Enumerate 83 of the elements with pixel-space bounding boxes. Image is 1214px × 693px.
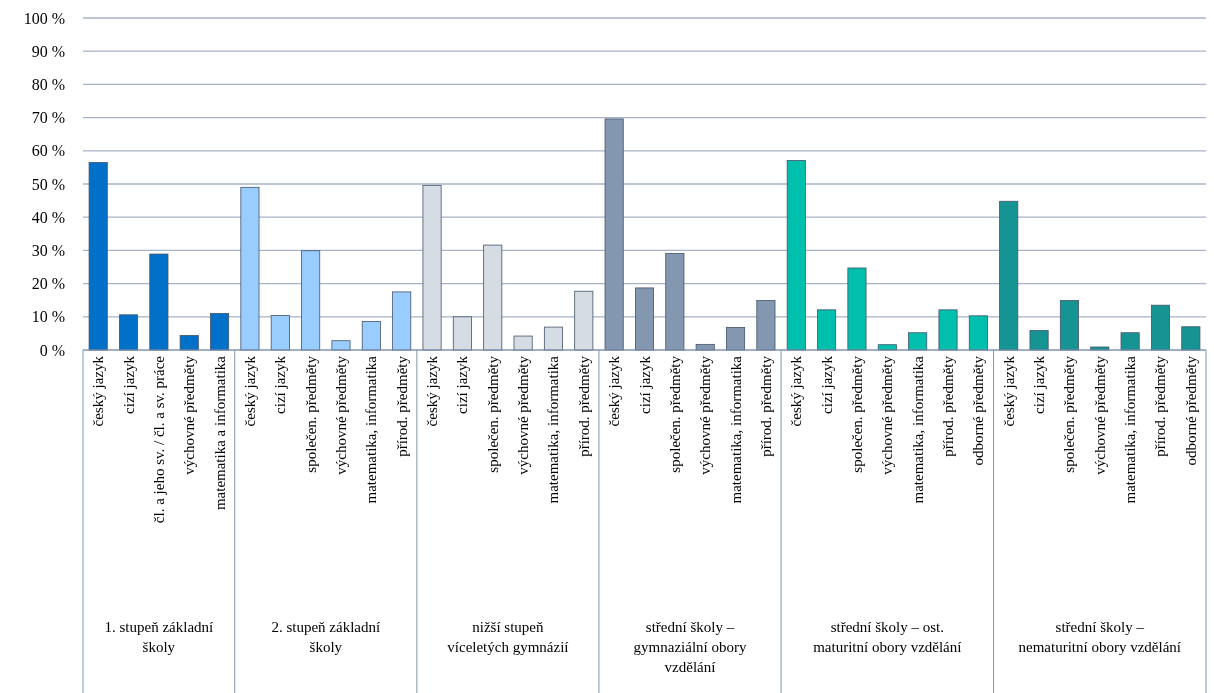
x-tick-label: český jazyk (1000, 355, 1017, 427)
bar (817, 309, 837, 351)
bar (422, 184, 442, 351)
bar (1150, 304, 1170, 351)
bar (240, 186, 260, 351)
bar (149, 253, 169, 351)
bar (179, 334, 199, 351)
bar (786, 160, 806, 351)
y-tick-label: 60 % (31, 142, 65, 160)
bar (1181, 326, 1201, 351)
bar (392, 291, 412, 351)
x-tick-label: český jazyk (424, 355, 441, 427)
text: 1. stupeň základní školy (104, 619, 214, 655)
x-tick-label: matematika, informatika (545, 355, 562, 504)
text: střední školy – gymnaziální obory vzdělání (633, 619, 747, 675)
x-tick-label: matematika, informatika (1122, 355, 1139, 504)
x-tick-label: matematika, informatika (363, 355, 380, 504)
bar (938, 309, 958, 351)
x-tick-label: český jazyk (788, 355, 805, 427)
x-tick-label: společen. předměty (848, 355, 865, 473)
x-tick-label: odborné předměty (970, 355, 987, 466)
x-tick-label: společen. předměty (1061, 355, 1078, 473)
x-tick-label: cizí jazyk (1031, 355, 1048, 414)
y-tick-label: 10 % (31, 308, 65, 326)
x-tick-label: český jazyk (606, 355, 623, 427)
bar (968, 315, 988, 351)
x-tick-label: společen. předměty (484, 355, 501, 473)
y-tick-label: 100 % (23, 9, 65, 27)
x-tick-label: výchovné předměty (1091, 355, 1108, 475)
x-tick-label: výchovné předměty (697, 355, 714, 475)
bar (210, 313, 230, 351)
x-tick-label: společen. předměty (666, 355, 683, 473)
x-tick-label: přírod. předměty (757, 355, 774, 457)
bar (847, 267, 867, 351)
y-tick-label: 40 % (31, 208, 65, 226)
y-tick-label: 70 % (31, 109, 65, 127)
bar (331, 340, 351, 351)
x-tick-label: cizí jazyk (120, 355, 137, 414)
y-tick-label: 80 % (31, 76, 65, 93)
x-tick-label: přírod. předměty (575, 355, 592, 457)
x-tick-label: odborné předměty (1182, 355, 1199, 466)
x-tick-label: přírod. předměty (1152, 355, 1169, 457)
text: střední školy – ost. maturitní obory vzdělání (813, 619, 962, 655)
bar (908, 332, 928, 351)
y-tick-label: 20 % (31, 275, 65, 293)
x-tick-label: přírod. předměty (393, 355, 410, 457)
y-tick-label: 0 % (39, 341, 65, 359)
x-tick-label: výchovné předměty (879, 355, 896, 475)
x-tick-label: cizí jazyk (272, 355, 289, 414)
x-tick-label: výchovné předměty (332, 355, 349, 475)
x-tick-label: matematika a informatika (211, 355, 228, 511)
x-tick-label: český jazyk (90, 355, 107, 427)
x-tick-label: cizí jazyk (454, 355, 471, 414)
x-tick-label: český jazyk (241, 355, 258, 427)
x-tick-label: cizí jazyk (818, 355, 835, 414)
text: nižší stupeň víceletých gymnázií (447, 619, 569, 655)
x-tick-label: cizí jazyk (636, 355, 653, 414)
x-tick-label: přírod. předměty (940, 355, 957, 457)
y-tick-label: 30 % (31, 242, 65, 259)
x-tick-label: výchovné předměty (515, 355, 532, 475)
bar (543, 326, 563, 351)
bar (301, 250, 321, 351)
y-tick-label: 90 % (31, 42, 65, 60)
bar (88, 162, 108, 351)
bar (513, 335, 533, 351)
bar (1029, 330, 1049, 351)
x-tick-label: matematika, informatika (909, 355, 926, 504)
x-tick-label: výchovné předměty (181, 355, 198, 475)
text: 2. stupeň základní školy (271, 619, 381, 655)
bar (361, 321, 381, 351)
bar (999, 200, 1019, 351)
bar (1059, 300, 1079, 351)
x-tick-label: čl. a jeho sv. / čl. a sv. práce (150, 355, 167, 524)
y-tick-label: 50 % (31, 175, 65, 193)
bar (574, 290, 594, 351)
x-tick-label: společen. předměty (302, 355, 319, 473)
text: střední školy – nematuritní obory vzdělání (1018, 619, 1181, 655)
bar (483, 244, 503, 351)
x-tick-label: matematika, informatika (727, 355, 744, 504)
bar (1120, 332, 1140, 351)
bar (119, 314, 139, 351)
bar (452, 316, 472, 351)
bar (270, 315, 290, 351)
